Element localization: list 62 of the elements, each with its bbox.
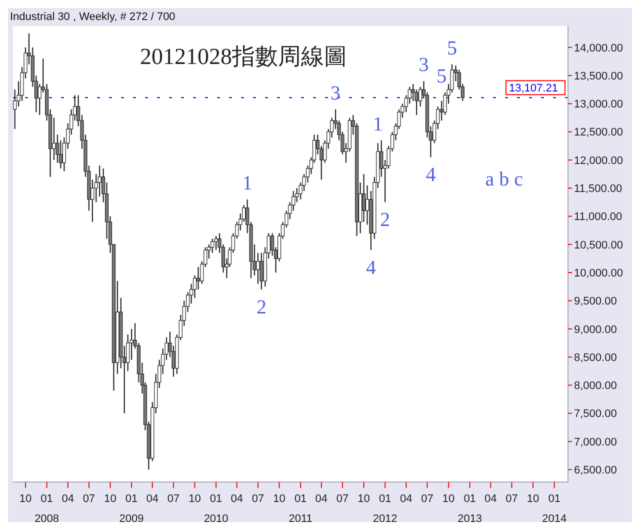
annotation: 1 [242, 172, 252, 194]
x-tick-label: 07 [167, 493, 180, 505]
x-tick-label: 10 [526, 493, 540, 505]
y-tick-label: 11,500.00 [574, 183, 622, 196]
y-tick-label: 10,500.00 [574, 239, 623, 252]
x-tick-label: 10 [188, 493, 201, 505]
y-tick-label: 14,000.00 [574, 42, 623, 54]
candlestick [196, 266, 200, 290]
annotation: a b c [485, 168, 524, 191]
x-tick-label: 10 [19, 493, 32, 505]
annotation: 3 [330, 82, 341, 104]
x-tick-label: 01 2012 [372, 493, 398, 525]
ref-line-label: 13,107.21 [509, 82, 558, 95]
x-tick-label: 01 2009 [119, 493, 144, 525]
x-tick-label: 01 2010 [204, 493, 228, 525]
x-tick-label: 04 [400, 493, 412, 505]
y-tick-label: 6,500.00 [574, 464, 617, 477]
candlestick [256, 252, 260, 284]
x-tick-label: 07 [252, 493, 264, 505]
x-tick-label: 04 [484, 493, 497, 505]
x-tick-label: 01 2014 [542, 493, 567, 525]
annotation: 4 [426, 164, 436, 186]
x-tick-label: 04 [315, 493, 328, 505]
candlestick [260, 252, 264, 290]
y-tick-label: 7,000.00 [574, 436, 617, 448]
y-tick-label: 10,000.00 [574, 267, 623, 280]
y-tick-label: 8,500.00 [574, 352, 617, 364]
x-tick-label: 01 2008 [34, 493, 60, 525]
y-tick-label: 9,500.00 [574, 296, 617, 308]
text: 20121028指數周線圖 [140, 44, 347, 69]
y-tick-label: 8,000.00 [574, 380, 617, 392]
x-tick-label: 10 [273, 493, 286, 505]
annotation: 5 [447, 37, 457, 60]
x-tick-label: 07 [421, 493, 434, 505]
x-tick-label: 10 [104, 493, 116, 505]
x-tick-label: 01 2013 [458, 493, 482, 525]
x-tick-label: 07 [506, 493, 518, 505]
annotation: 1 [372, 113, 383, 136]
y-tick-label: 13,000.00 [574, 98, 623, 111]
x-tick-label: 10 [442, 493, 455, 505]
x-tick-label: 07 [82, 493, 96, 505]
x-tick-label: 07 [336, 493, 349, 505]
x-tick-label: 10 [358, 493, 370, 505]
y-tick-label: 12,000.00 [574, 154, 623, 167]
y-tick-label: 11,000.00 [574, 211, 622, 224]
candlestick [52, 117, 56, 161]
x-tick-label: 04 [146, 493, 159, 505]
annotation: 2 [256, 296, 266, 318]
y-tick-label: 9,000.00 [574, 324, 617, 336]
y-tick-label: 12,500.00 [574, 126, 623, 139]
chart-subtitle: Industrial 30 , Weekly, # 272 / 700 [10, 11, 176, 23]
annotation: 2 [380, 209, 390, 232]
x-tick-label: 04 [62, 493, 74, 505]
y-tick-label: 13,500.00 [574, 70, 623, 82]
x-tick-label: 04 [230, 493, 244, 505]
annotation: 3 [418, 54, 429, 76]
y-tick-label: 7,500.00 [574, 408, 617, 420]
x-tick-label: 01 2011 [288, 493, 312, 525]
candlestick [214, 235, 218, 251]
candlestick [362, 174, 366, 222]
annotation: 4 [366, 257, 376, 280]
annotation: 5 [436, 65, 447, 88]
